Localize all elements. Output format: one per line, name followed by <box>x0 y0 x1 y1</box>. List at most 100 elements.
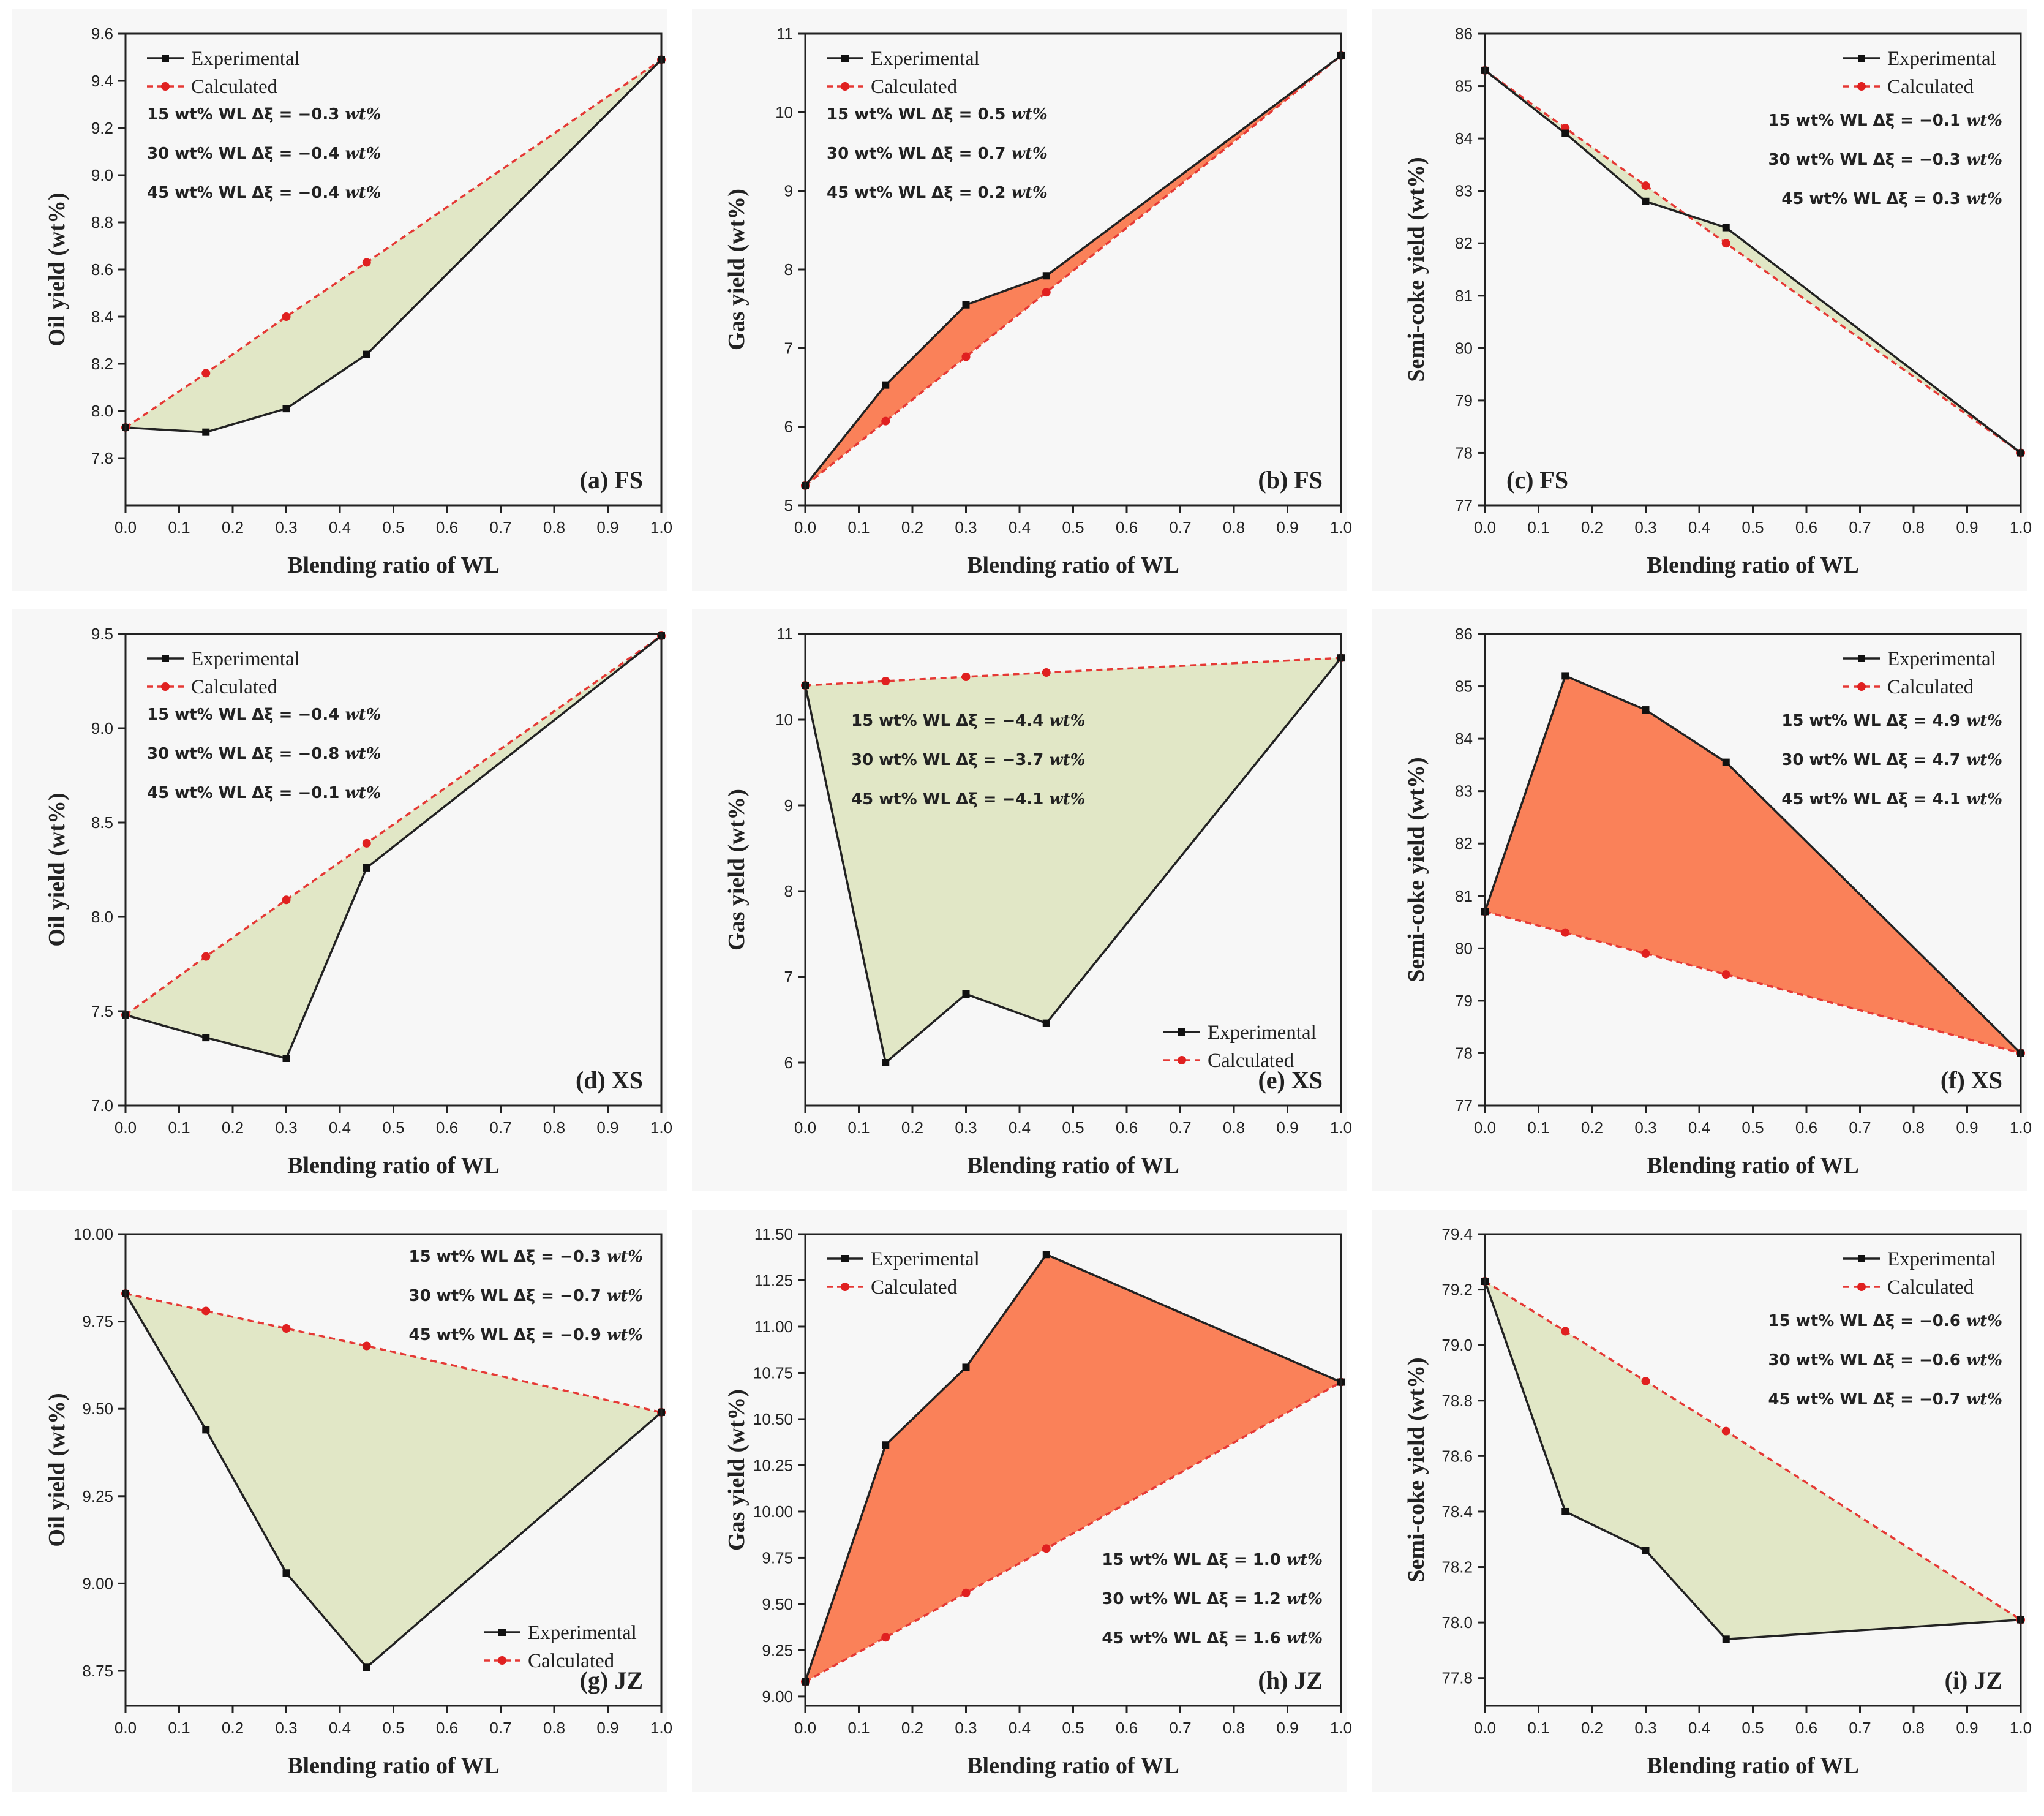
experimental-point <box>363 1663 370 1671</box>
legend-calculated-label: Calculated <box>1208 1050 1294 1072</box>
delta-annotation-value: 15 wt% WL Δξ = 0.5 <box>827 105 1012 124</box>
delta-annotation-value: 45 wt% WL Δξ = −4.1 <box>851 790 1049 808</box>
y-tick-label: 85 <box>1455 77 1473 96</box>
calculated-point <box>1042 668 1051 677</box>
panel-label: (b) FS <box>1258 466 1323 494</box>
difference-area <box>126 636 661 1058</box>
delta-annotation-value: 30 wt% WL Δξ = −0.8 <box>147 745 345 763</box>
y-tick-label: 9.5 <box>91 625 113 643</box>
y-tick-label: 77 <box>1455 1096 1473 1115</box>
x-axis-title: Blending ratio of WL <box>1647 1753 1859 1779</box>
delta-annotation-unit: wt% <box>1287 1629 1323 1648</box>
y-tick-label: 10.50 <box>753 1410 793 1428</box>
y-tick-label: 78.4 <box>1441 1502 1473 1521</box>
x-tick-label: 0.9 <box>1956 518 1978 537</box>
x-tick-label: 0.1 <box>168 1118 190 1137</box>
calculated-point <box>961 1588 971 1597</box>
x-tick-label: 0.7 <box>1169 518 1191 537</box>
y-tick-label: 8 <box>784 882 793 900</box>
delta-annotation-value: 15 wt% WL Δξ = −0.3 <box>147 105 345 124</box>
y-tick-label: 79.0 <box>1441 1336 1473 1354</box>
delta-annotation-unit: wt% <box>1966 1312 2002 1330</box>
x-tick-label: 0.2 <box>1581 1719 1603 1737</box>
delta-annotation-value: 15 wt% WL Δξ = −0.4 <box>147 706 345 724</box>
legend-calculated-marker <box>161 82 170 91</box>
y-tick-label: 9.75 <box>82 1313 113 1331</box>
x-tick-label: 0.4 <box>1688 518 1710 537</box>
y-tick-label: 79.2 <box>1441 1281 1473 1299</box>
experimental-point <box>1042 1251 1050 1259</box>
y-tick-label: 8.5 <box>91 813 113 832</box>
delta-annotation: 30 wt% WL Δξ = 1.2 wt% <box>1102 1590 1323 1608</box>
y-tick-label: 11.25 <box>754 1271 793 1289</box>
y-tick-label: 8.8 <box>91 213 113 232</box>
legend-experimental-label: Experimental <box>191 648 300 670</box>
legend-experimental-label: Experimental <box>191 48 300 70</box>
legend-experimental-label: Experimental <box>1887 648 1996 670</box>
y-tick-label: 8.0 <box>91 402 113 420</box>
delta-annotation: 45 wt% WL Δξ = −0.7 wt% <box>1768 1390 2002 1409</box>
legend-experimental-marker <box>1858 55 1865 62</box>
x-tick-label: 0.8 <box>1223 1719 1245 1737</box>
y-axis-title: Gas yield (wt%) <box>724 789 750 951</box>
panel-label: (a) FS <box>580 466 643 494</box>
delta-annotation: 30 wt% WL Δξ = 4.7 wt% <box>1781 751 2002 769</box>
x-tick-label: 0.7 <box>1849 518 1871 537</box>
y-axis-title: Gas yield (wt%) <box>724 189 750 350</box>
x-tick-label: 0.6 <box>1116 518 1138 537</box>
x-tick-label: 1.0 <box>2010 1719 2032 1737</box>
calculated-point <box>362 1341 371 1351</box>
y-tick-label: 7 <box>784 968 793 986</box>
x-tick-label: 0.6 <box>1795 1118 1817 1137</box>
calculated-point <box>362 258 371 267</box>
x-tick-label: 0.0 <box>115 1118 137 1137</box>
y-axis-title: Semi-coke yield (wt%) <box>1403 757 1429 982</box>
legend-calculated-marker <box>841 1283 849 1291</box>
y-tick-label: 9.00 <box>82 1574 113 1592</box>
delta-annotation: 15 wt% WL Δξ = 0.5 wt% <box>827 105 1048 124</box>
x-tick-label: 1.0 <box>650 1719 672 1737</box>
calculated-line <box>124 635 663 1016</box>
delta-annotation-unit: wt% <box>1966 1351 2002 1370</box>
y-tick-label: 9.0 <box>91 719 113 737</box>
calculated-point <box>282 895 291 905</box>
y-tick-label: 79.4 <box>1441 1225 1473 1243</box>
delta-annotation-unit: wt% <box>1049 712 1085 730</box>
x-tick-label: 0.0 <box>1474 1118 1496 1137</box>
legend: Experimental Calculated <box>1163 1022 1317 1072</box>
chart-panel-b: 0.0 0.1 0.2 0.3 0.4 0.5 0.6 0.7 0.8 0.9 1.0 5 6 7 8 9 10… <box>692 9 1352 591</box>
y-tick-label: 9.0 <box>91 166 113 184</box>
difference-area <box>805 1254 1341 1682</box>
y-tick-label: 77.8 <box>1441 1669 1473 1687</box>
delta-annotation: 15 wt% WL Δξ = −0.3 wt% <box>147 105 381 124</box>
y-tick-label: 8.6 <box>91 260 113 279</box>
experimental-point <box>282 1055 290 1062</box>
delta-annotation-value: 45 wt% WL Δξ = 4.1 <box>1781 790 1966 808</box>
legend-experimental-marker <box>162 655 169 662</box>
delta-annotation-value: 15 wt% WL Δξ = −4.4 <box>851 712 1049 730</box>
x-tick-label: 0.3 <box>1634 1118 1656 1137</box>
legend-calculated-label: Calculated <box>1887 676 1974 698</box>
y-tick-label: 78 <box>1455 443 1473 462</box>
y-tick-label: 8.4 <box>91 307 113 326</box>
experimental-point <box>202 1426 210 1434</box>
panel-label: (h) JZ <box>1258 1667 1323 1694</box>
delta-annotation-unit: wt% <box>345 784 381 802</box>
legend-experimental-label: Experimental <box>1887 1248 1996 1270</box>
y-tick-label: 78.6 <box>1441 1447 1473 1465</box>
x-tick-label: 0.5 <box>1062 1118 1084 1137</box>
x-tick-label: 0.7 <box>1169 1118 1191 1137</box>
x-tick-label: 0.9 <box>1276 1719 1298 1737</box>
difference-area <box>126 59 661 432</box>
legend: Experimental Calculated <box>827 48 980 98</box>
delta-annotation: 45 wt% WL Δξ = −4.1 wt% <box>851 790 1085 808</box>
y-tick-label: 79 <box>1455 992 1473 1010</box>
x-tick-label: 1.0 <box>1330 518 1352 537</box>
x-tick-label: 0.0 <box>794 518 816 537</box>
x-axis-title: Blending ratio of WL <box>1647 552 1859 578</box>
delta-annotation: 30 wt% WL Δξ = 0.7 wt% <box>827 145 1048 163</box>
legend-experimental-label: Experimental <box>528 1622 637 1644</box>
x-tick-label: 0.8 <box>1903 518 1925 537</box>
legend-calculated-label: Calculated <box>191 76 278 98</box>
legend-experimental-label: Experimental <box>1887 48 1996 70</box>
